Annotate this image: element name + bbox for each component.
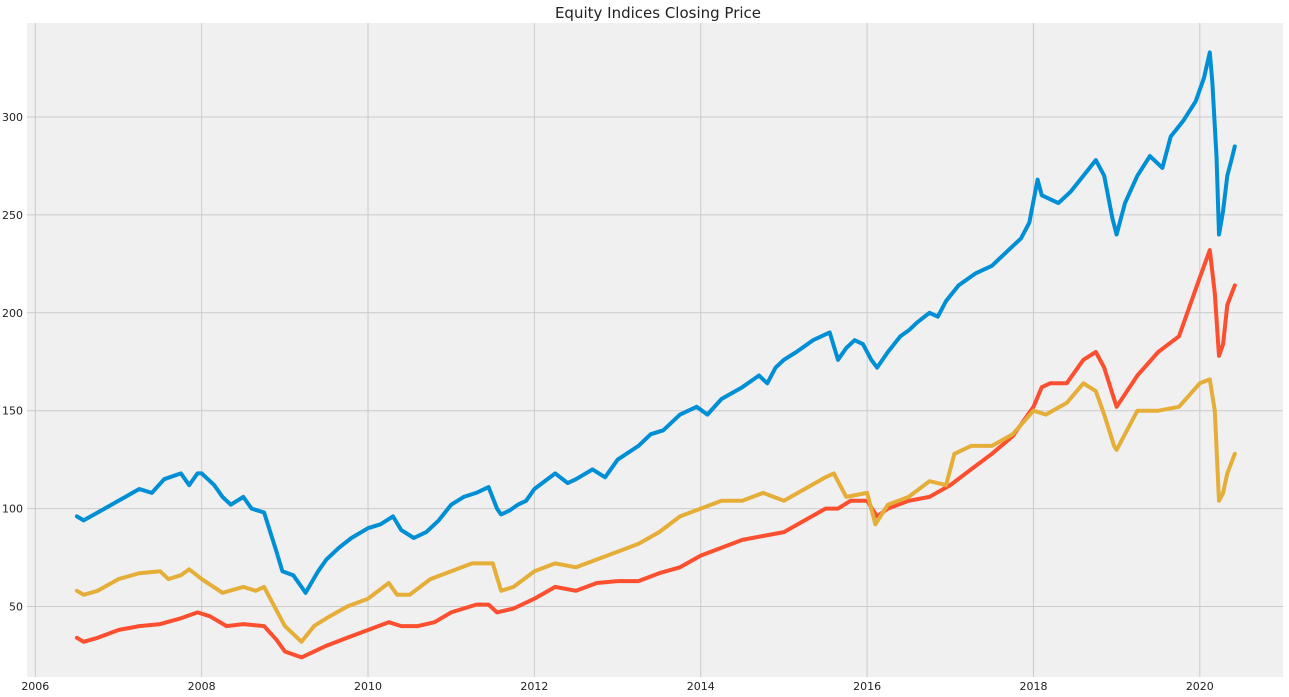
x-tick-label: 2014 <box>687 680 715 693</box>
y-axis-tick-labels: 50 100 150 200 250 300 <box>2 111 23 614</box>
x-tick-label: 2012 <box>520 680 548 693</box>
grid-lines <box>27 23 1283 677</box>
x-tick-label: 2018 <box>1019 680 1047 693</box>
y-tick-label: 50 <box>9 601 23 614</box>
series-lines <box>74 50 1237 660</box>
y-tick-label: 100 <box>2 503 23 516</box>
y-tick-label: 250 <box>2 209 23 222</box>
x-tick-label: 2008 <box>188 680 216 693</box>
series-line-1 <box>74 50 1237 595</box>
x-tick-label: 2010 <box>354 680 382 693</box>
series-line-2 <box>74 248 1237 660</box>
series-line-3 <box>74 377 1237 644</box>
plot-area-background <box>27 23 1283 677</box>
y-tick-label: 200 <box>2 307 23 320</box>
x-tick-label: 2006 <box>21 680 49 693</box>
y-tick-label: 150 <box>2 405 23 418</box>
x-tick-label: 2016 <box>853 680 881 693</box>
chart-title: Equity Indices Closing Price <box>555 4 761 22</box>
x-tick-label: 2020 <box>1186 680 1214 693</box>
y-tick-label: 300 <box>2 111 23 124</box>
x-axis-tick-labels: 2006 2008 2010 2012 2014 2016 2018 2020 <box>21 680 1214 693</box>
